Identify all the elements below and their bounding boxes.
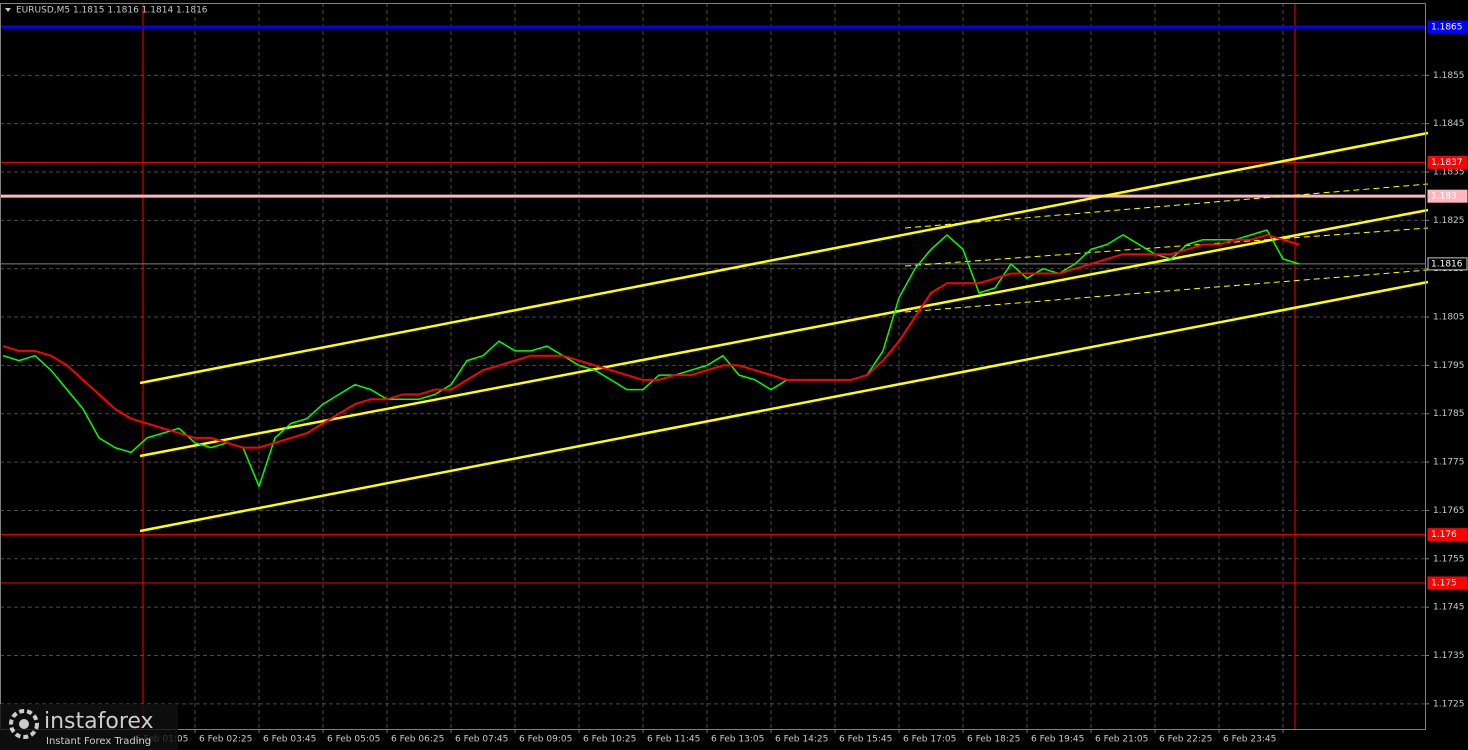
x-tick-label: 6 Feb 22:25 <box>1159 735 1212 745</box>
level-label: 1.1865 <box>1431 22 1463 32</box>
grid <box>0 3 1425 729</box>
x-tick-label: 6 Feb 09:05 <box>519 735 572 745</box>
levels <box>0 25 1425 584</box>
dashed-line <box>904 269 1429 313</box>
chart-title: EURUSD,M5 1.1815 1.1816 1.1814 1.1816 <box>16 6 208 16</box>
y-tick-label: 1.1755 <box>1433 554 1465 564</box>
x-tick-label: 6 Feb 23:45 <box>1223 735 1276 745</box>
watermark-tagline: Instant Forex Trading <box>46 736 151 747</box>
channel <box>139 131 1429 533</box>
watermark-logo <box>9 709 39 739</box>
dashed-line <box>904 183 1429 229</box>
channel-line <box>139 280 1429 533</box>
x-tick-label: 6 Feb 15:45 <box>839 735 892 745</box>
channel-line <box>139 131 1429 385</box>
y-tick-label: 1.1835 <box>1433 168 1465 178</box>
x-tick-label: 6 Feb 14:25 <box>775 735 828 745</box>
price-line <box>2 233 1300 449</box>
x-tick-label: 6 Feb 19:45 <box>1031 735 1084 745</box>
price-line <box>2 229 1300 488</box>
y-tick-label: 1.1735 <box>1433 651 1465 661</box>
labels: 1.1725 1.1735 1.1745 1.1755 1.1765 1.1775 1.17… <box>135 20 1468 745</box>
y-tick-label: 1.1845 <box>1433 119 1465 129</box>
y-tick-label: 1.1775 <box>1433 458 1465 468</box>
level-label-box <box>1427 155 1468 169</box>
x-tick-label: 6 Feb 17:05 <box>903 735 956 745</box>
title-arrow <box>5 8 11 12</box>
level-label: 1.175 <box>1431 578 1457 588</box>
watermark-brand: instaforex <box>44 709 154 734</box>
y-tick-label: 1.1825 <box>1433 216 1465 226</box>
x-tick-label: 6 Feb 03:45 <box>263 735 316 745</box>
level-label: 1.1837 <box>1431 158 1463 168</box>
level-label-box <box>1427 257 1468 271</box>
y-tick-label: 1.1785 <box>1433 409 1465 419</box>
y-tick-label: 1.1745 <box>1433 603 1465 613</box>
x-tick-label: 6 Feb 11:45 <box>647 735 700 745</box>
x-tick-label: 6 Feb 05:05 <box>327 735 380 745</box>
channel-line <box>139 208 1429 458</box>
x-tick-label: 6 Feb 02:25 <box>199 735 252 745</box>
x-tick-label: 6 Feb 06:25 <box>391 735 444 745</box>
level-label: 1.183 <box>1431 192 1457 202</box>
level-label-box <box>1427 20 1468 34</box>
level-label-box <box>1427 189 1468 203</box>
y-tick-label: 1.1795 <box>1433 361 1465 371</box>
x-tick-label: 6 Feb 18:25 <box>967 735 1020 745</box>
y-tick-label: 1.1765 <box>1433 506 1465 516</box>
x-tick-label: 6 Feb 13:05 <box>711 735 764 745</box>
watermark: instaforex Instant Forex Trading <box>0 704 178 750</box>
level-label-box <box>1427 576 1468 590</box>
level-label-box <box>1427 528 1468 542</box>
x-tick-label: 6 Feb 21:05 <box>1095 735 1148 745</box>
plot-frame <box>0 3 1426 730</box>
x-tick-label: 6 Feb 10:25 <box>583 735 636 745</box>
dashed-line <box>904 227 1429 267</box>
y-tick-label: 1.1855 <box>1433 71 1465 81</box>
series <box>2 229 1300 488</box>
level-label: 1.176 <box>1431 530 1457 540</box>
level-label: 1.1816 <box>1431 259 1463 269</box>
y-tick-label: 1.1725 <box>1433 699 1465 709</box>
channel-dashed <box>904 183 1429 313</box>
y-tick-label: 1.1805 <box>1433 313 1465 323</box>
watermark-logo <box>19 719 29 729</box>
x-tick-label: 6 Feb 07:45 <box>455 735 508 745</box>
